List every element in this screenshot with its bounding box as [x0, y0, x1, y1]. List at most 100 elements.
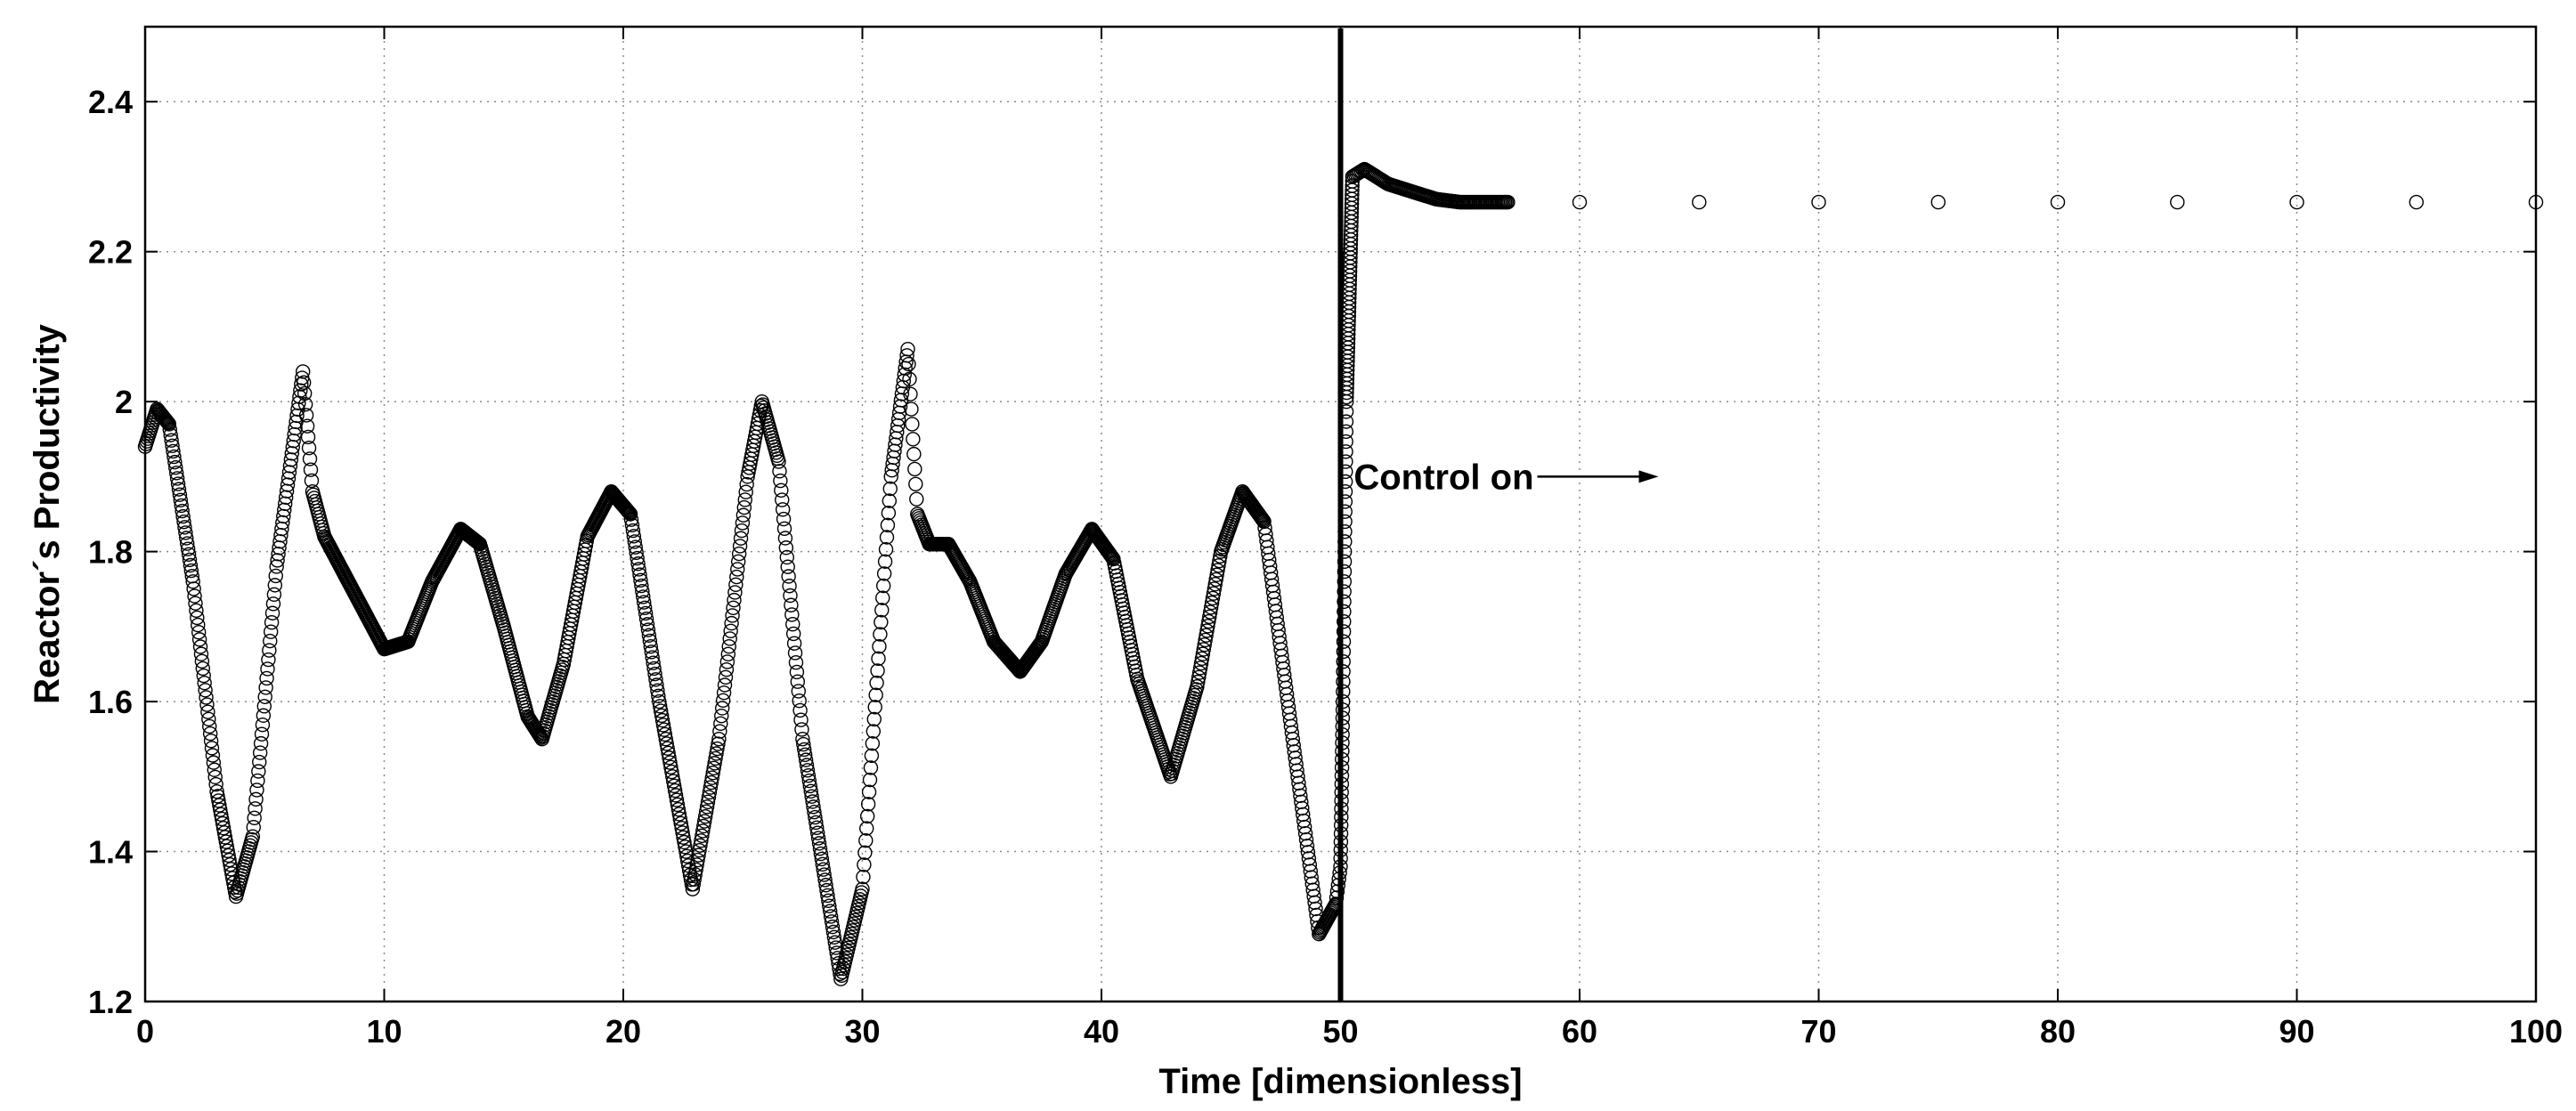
x-tick-label: 20: [605, 1013, 641, 1050]
data-point: [659, 736, 674, 751]
data-point: [171, 482, 187, 497]
data-point: [711, 731, 727, 747]
data-point: [692, 842, 707, 858]
data-point: [638, 605, 654, 621]
data-point: [652, 693, 667, 710]
data-point: [708, 750, 723, 766]
data-point: [303, 462, 319, 477]
data-point: [1199, 628, 1214, 643]
data-point: [246, 820, 261, 835]
data-point: [248, 801, 263, 816]
data-point: [713, 716, 728, 732]
data-point: [682, 867, 698, 883]
data-point: [643, 638, 658, 654]
data-point: [871, 651, 886, 666]
data-point: [865, 735, 881, 751]
data-point: [644, 645, 659, 660]
y-tick-label: 2.2: [88, 234, 133, 271]
x-tick-label: 90: [2279, 1013, 2314, 1050]
data-point: [673, 815, 688, 831]
data-point: [723, 623, 738, 639]
data-point: [637, 600, 653, 615]
data-point: [247, 810, 262, 825]
x-tick-label: 80: [2040, 1013, 2076, 1050]
x-tick-label: 50: [1322, 1013, 1358, 1050]
data-point: [191, 617, 206, 633]
data-point: [719, 654, 735, 669]
data-point: [219, 839, 234, 854]
data-point: [805, 794, 820, 809]
data-point: [1190, 679, 1205, 694]
x-tick-label: 30: [844, 1013, 880, 1050]
data-point: [223, 856, 238, 872]
data-point: [814, 851, 830, 867]
data-point: [806, 799, 821, 815]
data-point: [662, 755, 678, 770]
data-point: [256, 708, 272, 723]
data-point: [670, 797, 686, 813]
data-point: [800, 763, 816, 778]
data-point: [861, 784, 877, 799]
data-point: [200, 704, 215, 719]
data-point: [820, 888, 835, 904]
data-point: [199, 697, 215, 712]
data-point: [262, 643, 277, 658]
data-point: [779, 549, 794, 565]
data-point: [1207, 577, 1223, 592]
data-point: [639, 617, 655, 632]
data-point: [1254, 510, 1269, 526]
data-point: [900, 341, 915, 357]
data-point: [737, 492, 752, 507]
data-point: [726, 600, 741, 615]
data-point: [646, 655, 661, 670]
data-point: [642, 633, 658, 649]
data-point: [624, 517, 640, 533]
data-point: [1191, 665, 1207, 680]
data-point: [792, 702, 808, 718]
data-point: [786, 636, 802, 651]
data-point: [623, 512, 639, 527]
data-point: [199, 690, 214, 705]
data-point: [789, 664, 805, 680]
data-point: [794, 722, 809, 737]
data-point: [825, 919, 841, 935]
data-point: [907, 461, 922, 477]
data-point: [248, 791, 264, 807]
data-point: [735, 507, 752, 523]
data-point: [1203, 604, 1218, 620]
data-point: [790, 674, 806, 689]
data-point: [819, 882, 834, 898]
data-point: [862, 772, 878, 788]
data-point: [658, 731, 673, 747]
data-point: [858, 832, 874, 848]
data-point: [1198, 632, 1213, 648]
data-point: [637, 595, 652, 610]
data-point: [170, 476, 186, 491]
data-point: [1255, 513, 1271, 528]
data-point: [685, 881, 701, 896]
data-point: [668, 788, 684, 803]
data-point: [687, 867, 703, 882]
y-tick-label: 2: [115, 384, 133, 420]
data-point: [169, 471, 185, 486]
data-point: [905, 417, 920, 432]
data-point: [783, 588, 798, 604]
data-point: [1202, 609, 1217, 625]
data-point: [645, 650, 660, 665]
data-point: [1207, 581, 1223, 596]
data-point: [801, 773, 817, 789]
data-point: [1500, 194, 1516, 210]
data-point: [1692, 194, 1707, 210]
data-point: [817, 867, 832, 882]
data-point: [1102, 547, 1117, 563]
data-point: [1572, 194, 1588, 210]
data-point: [704, 770, 719, 785]
data-point: [176, 515, 191, 530]
data-point: [771, 454, 786, 469]
data-point: [672, 811, 687, 826]
data-point: [1200, 619, 1215, 634]
data-point: [214, 811, 230, 827]
data-point: [722, 631, 737, 646]
data-point: [191, 632, 207, 647]
